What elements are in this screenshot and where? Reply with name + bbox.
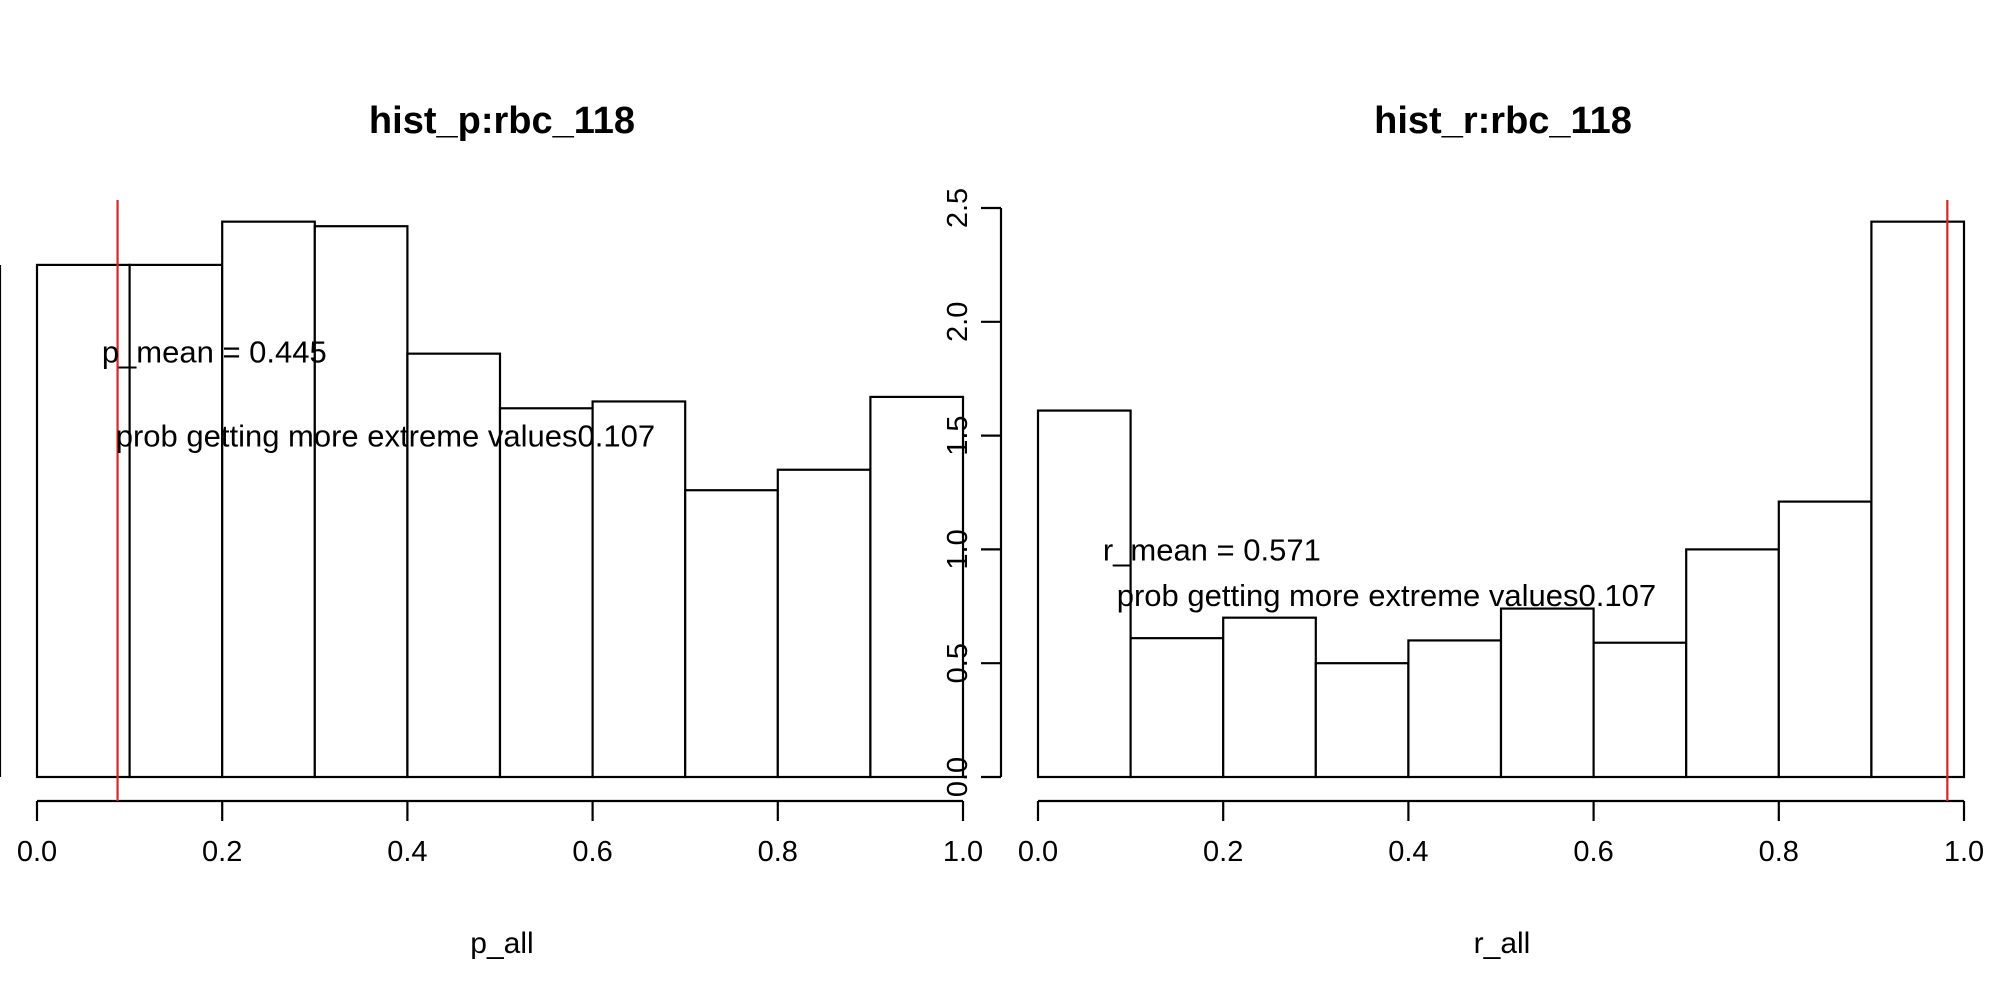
histogram-bar bbox=[1870, 220, 1966, 779]
histogram-bar bbox=[221, 220, 316, 779]
panel-hist-r: hist_r:rbc_118 0.0 0.5 1.0 1.5 2.0 2.5 0.0 0.2… bbox=[942, 100, 1984, 960]
y-tick-label: 0.5 bbox=[942, 643, 974, 683]
histogram-bar bbox=[1777, 500, 1873, 779]
bars-r bbox=[1036, 220, 1966, 779]
histogram-bar bbox=[313, 225, 409, 779]
annotation-r-prob: prob getting more extreme values0.107 bbox=[1117, 578, 1656, 613]
x-tick-label: 1.0 bbox=[943, 836, 983, 868]
panel-hist-p: hist_p:rbc_118 0.0 0.2 0.4 0.6 0.8 1.0 p_mean… bbox=[0, 100, 983, 960]
x-tick-label: 0.4 bbox=[1388, 836, 1428, 868]
histogram-bar bbox=[1222, 616, 1317, 779]
histogram-bar bbox=[591, 400, 687, 779]
x-axis-label-p: p_all bbox=[470, 927, 533, 960]
x-axis-r: 0.0 0.2 0.4 0.6 0.8 1.0 bbox=[1018, 799, 1984, 868]
histogram-bar bbox=[684, 489, 779, 779]
x-tick-label: 0.2 bbox=[202, 836, 242, 868]
histogram-bar bbox=[776, 468, 872, 779]
histogram-bar bbox=[1407, 639, 1503, 779]
x-tick-label: 0.8 bbox=[758, 836, 798, 868]
x-tick-label: 0.2 bbox=[1203, 836, 1243, 868]
histogram-bar bbox=[1499, 607, 1595, 779]
y-tick-label: 2.5 bbox=[942, 188, 974, 228]
y-axis-r: 0.0 0.5 1.0 1.5 2.0 2.5 bbox=[942, 188, 1003, 797]
x-tick-label: 0.6 bbox=[1573, 836, 1613, 868]
annotation-p-mean: p_mean = 0.445 bbox=[102, 334, 327, 369]
annotation-r-mean: r_mean = 0.571 bbox=[1103, 532, 1321, 567]
y-tick-label: 1.5 bbox=[942, 415, 974, 455]
y-tick-label: 2.0 bbox=[942, 302, 974, 342]
x-tick-label: 0.4 bbox=[387, 836, 427, 868]
x-tick-label: 1.0 bbox=[1944, 836, 1984, 868]
histogram-bar bbox=[869, 395, 965, 779]
x-tick-label: 0.0 bbox=[1018, 836, 1058, 868]
histogram-bar bbox=[498, 407, 594, 779]
histogram-bar bbox=[1592, 641, 1688, 779]
x-tick-label: 0.0 bbox=[17, 836, 57, 868]
x-axis-p: 0.0 0.2 0.4 0.6 0.8 1.0 bbox=[17, 799, 983, 868]
histogram-bar bbox=[1036, 409, 1132, 779]
chart-title-p: hist_p:rbc_118 bbox=[369, 100, 635, 142]
x-tick-label: 0.6 bbox=[572, 836, 612, 868]
y-tick-label: 1.0 bbox=[942, 529, 974, 569]
histogram-bar bbox=[1314, 662, 1410, 779]
x-tick-label: 0.8 bbox=[1759, 836, 1799, 868]
histogram-bar bbox=[406, 352, 502, 779]
chart-title-r: hist_r:rbc_118 bbox=[1374, 100, 1632, 142]
histogram-bar bbox=[1129, 637, 1225, 779]
histogram-bar bbox=[35, 263, 131, 779]
y-tick-label: 0.0 bbox=[942, 757, 974, 797]
bars-p bbox=[35, 220, 965, 779]
annotation-p-prob: prob getting more extreme values0.107 bbox=[116, 419, 655, 454]
histogram-bar bbox=[1685, 548, 1780, 779]
x-axis-label-r: r_all bbox=[1474, 927, 1531, 960]
histogram-bar bbox=[128, 263, 224, 779]
